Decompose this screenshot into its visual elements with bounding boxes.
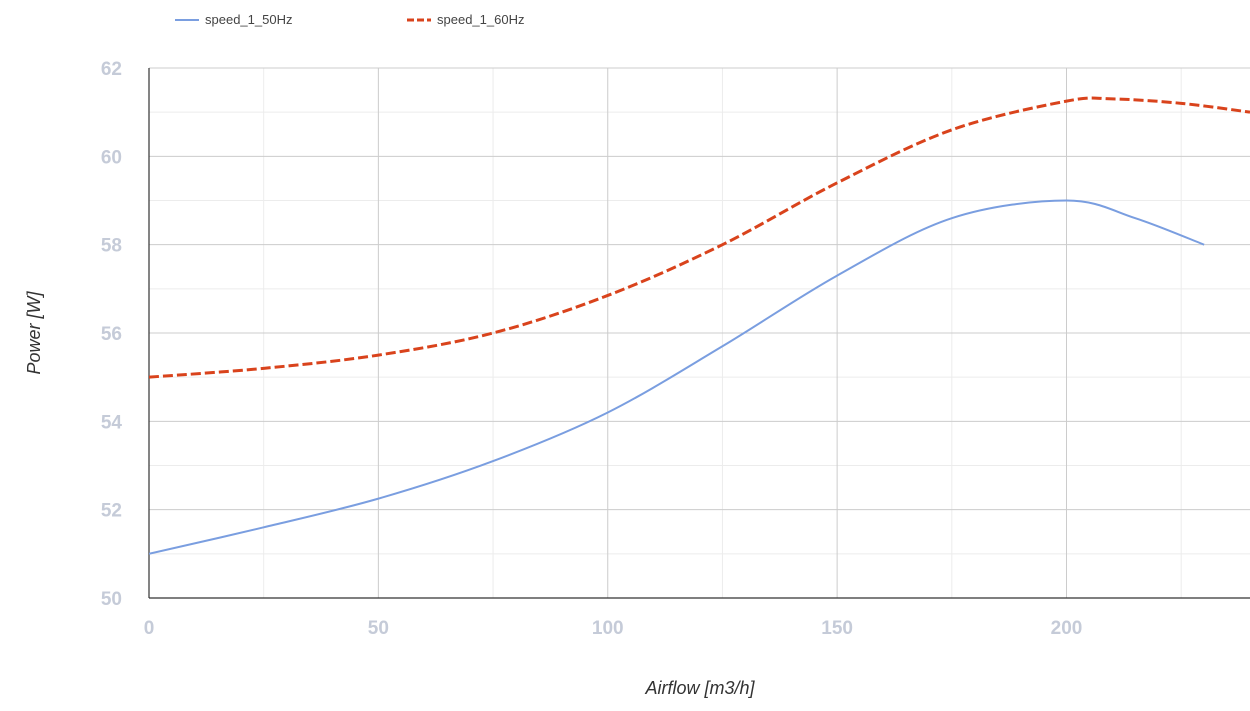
- y-tick-label: 50: [101, 589, 122, 610]
- series-line-speed_1_50Hz: [149, 199, 1205, 555]
- x-axis-title: Airflow [m3/h]: [644, 678, 755, 698]
- tick-labels: 0 50 100 150 200 50 52 54 56 58 60 62: [101, 59, 1082, 639]
- legend-label-speed_1_50Hz: speed_1_50Hz: [205, 12, 292, 27]
- x-tick-label: 200: [1051, 618, 1083, 639]
- y-axis-title: Power [W]: [24, 290, 44, 374]
- y-tick-label: 60: [101, 147, 122, 168]
- legend-label-speed_1_60Hz: speed_1_60Hz: [437, 12, 524, 27]
- y-tick-label: 58: [101, 236, 122, 257]
- series-layer: [149, 96, 1250, 555]
- x-tick-label: 50: [368, 618, 389, 639]
- y-tick-label: 54: [101, 412, 123, 433]
- y-tick-label: 52: [101, 501, 122, 522]
- x-tick-label: 100: [592, 618, 624, 639]
- legend: speed_1_50Hz speed_1_60Hz: [175, 12, 524, 27]
- series-line-speed_1_60Hz: [149, 96, 1250, 379]
- axes: [148, 68, 1250, 599]
- y-tick-label: 56: [101, 324, 122, 345]
- grid: [148, 67, 1250, 599]
- x-tick-label: 0: [144, 618, 155, 639]
- x-tick-label: 150: [821, 618, 853, 639]
- y-tick-label: 62: [101, 59, 122, 80]
